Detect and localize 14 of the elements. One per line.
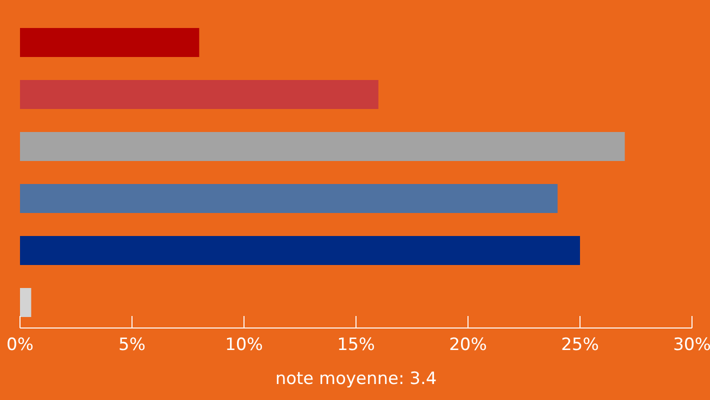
bar — [20, 184, 558, 213]
bar — [20, 28, 200, 57]
x-tick-label: 10% — [225, 335, 263, 356]
bar — [20, 132, 625, 161]
x-tick-label: 5% — [118, 335, 146, 356]
x-tick-label: 0% — [6, 335, 34, 356]
x-tick-label: 30% — [673, 335, 710, 356]
x-axis-title: note moyenne: 3.4 — [275, 369, 437, 389]
bar — [20, 236, 580, 265]
x-tick-label: 25% — [561, 335, 599, 356]
x-tick-label: 20% — [449, 335, 487, 356]
x-tick-label: 15% — [337, 335, 375, 356]
bar — [20, 80, 378, 109]
bar — [20, 288, 32, 317]
